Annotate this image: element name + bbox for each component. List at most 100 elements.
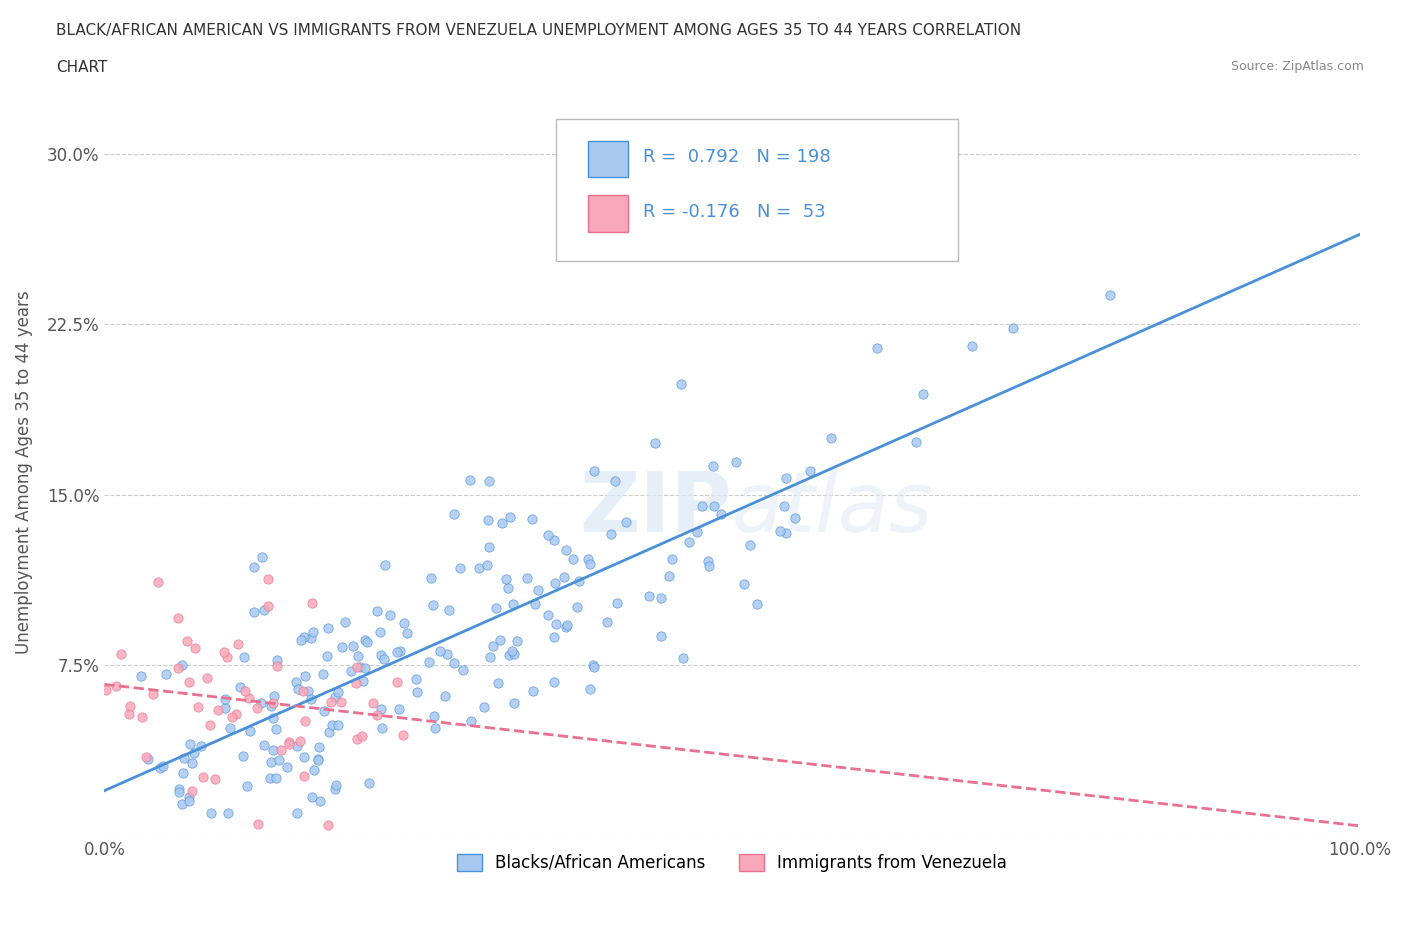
Point (214, 692, 236, 707)
Point (562, 551, 585, 566)
Point (388, 701, 411, 716)
Point (136, 751, 159, 766)
Point (661, 551, 683, 566)
Point (368, 625, 391, 640)
Point (479, 650, 502, 665)
Point (180, 755, 202, 770)
Point (451, 662, 474, 677)
Point (232, 749, 254, 764)
Text: R = -0.176   N =  53: R = -0.176 N = 53 (643, 203, 825, 221)
Point (266, 652, 288, 667)
Text: Source: ZipAtlas.com: Source: ZipAtlas.com (1230, 60, 1364, 73)
Point (304, 762, 326, 777)
Point (482, 639, 505, 654)
Point (576, 551, 599, 566)
Point (301, 691, 323, 706)
Point (738, 538, 761, 552)
Point (118, 706, 141, 721)
Point (129, 669, 152, 684)
Point (429, 644, 451, 658)
Point (110, 646, 132, 661)
Point (284, 674, 307, 689)
Text: atlas: atlas (733, 468, 934, 549)
Point (294, 750, 316, 764)
Point (256, 599, 278, 614)
Point (783, 511, 806, 525)
Point (347, 648, 370, 663)
Point (195, 671, 218, 685)
Point (328, 684, 350, 699)
Point (217, 805, 239, 820)
Point (314, 703, 336, 718)
Point (557, 618, 579, 632)
Point (253, 603, 276, 618)
Point (911, 387, 934, 402)
Point (316, 817, 339, 832)
Point (170, 797, 193, 812)
Point (323, 689, 346, 704)
Point (502, 596, 524, 611)
Point (638, 589, 661, 604)
Point (799, 463, 821, 478)
Point (699, 559, 721, 574)
Point (650, 628, 672, 643)
Point (650, 591, 672, 605)
Point (131, 710, 153, 724)
Point (606, 595, 628, 610)
Point (724, 454, 747, 469)
Point (488, 632, 510, 647)
Point (366, 604, 388, 618)
Point (733, 577, 755, 591)
FancyBboxPatch shape (557, 119, 957, 261)
Point (443, 507, 465, 522)
Point (769, 524, 792, 538)
Point (294, 668, 316, 683)
Point (349, 659, 371, 674)
Point (200, 805, 222, 820)
Point (236, 778, 259, 793)
Point (370, 647, 392, 662)
Point (458, 472, 481, 487)
Point (423, 709, 446, 724)
Point (105, 678, 128, 693)
Point (385, 644, 408, 659)
Point (301, 790, 323, 805)
Point (191, 769, 214, 784)
Point (568, 574, 591, 589)
Point (406, 684, 429, 699)
Point (294, 714, 316, 729)
Point (259, 770, 281, 785)
Point (302, 625, 325, 640)
Y-axis label: Unemployment Among Ages 35 to 44 years: Unemployment Among Ages 35 to 44 years (15, 290, 32, 654)
Point (219, 721, 242, 736)
Point (233, 684, 256, 698)
Point (176, 633, 198, 648)
Point (243, 560, 266, 575)
Point (686, 525, 709, 539)
Point (288, 734, 311, 749)
Point (326, 718, 349, 733)
Point (249, 696, 271, 711)
Point (392, 615, 415, 630)
Point (420, 570, 443, 585)
Point (418, 655, 440, 670)
Point (436, 647, 458, 662)
Point (350, 729, 373, 744)
Point (246, 817, 269, 831)
Point (329, 695, 352, 710)
Point (262, 742, 284, 757)
Point (346, 659, 368, 674)
Point (366, 708, 388, 723)
Point (389, 644, 412, 658)
Point (285, 805, 308, 820)
Point (503, 695, 526, 710)
Point (263, 688, 285, 703)
Point (319, 695, 342, 710)
Point (148, 575, 170, 590)
Point (270, 742, 292, 757)
Point (543, 630, 565, 644)
Point (301, 595, 323, 610)
Point (437, 603, 460, 618)
Point (285, 739, 308, 754)
FancyBboxPatch shape (588, 195, 627, 232)
